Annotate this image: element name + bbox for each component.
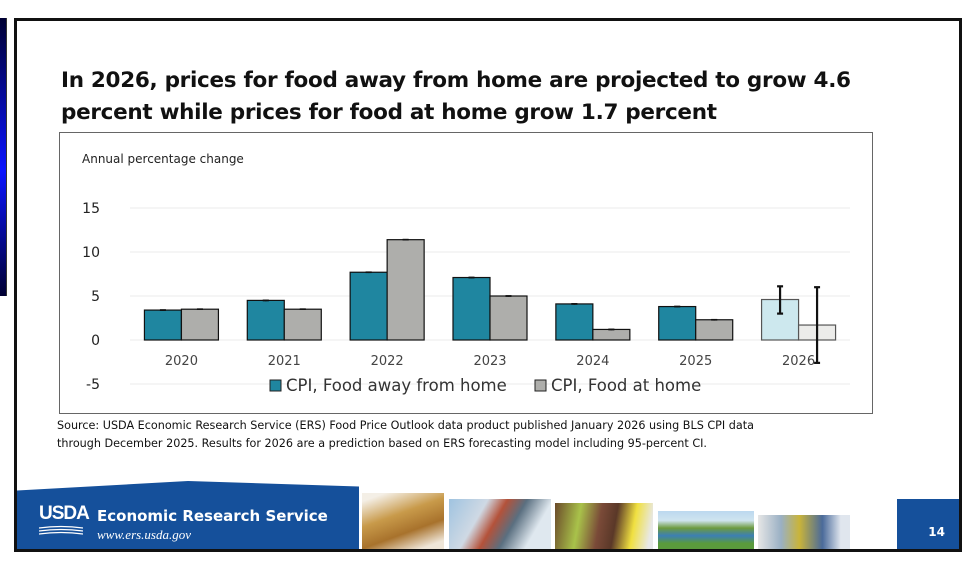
ers-org-name: Economic Research Service xyxy=(97,507,328,525)
bar-food-at-home-2020 xyxy=(180,308,220,341)
usda-logo: USDA xyxy=(39,503,90,524)
x-tick-label-2023: 2023 xyxy=(473,354,506,369)
grocery-shopper-photo xyxy=(555,503,653,549)
cargo-ship-photo xyxy=(449,499,551,549)
legend-label-food-away-from-home: CPI, Food away from home xyxy=(286,376,507,395)
small-town-photo xyxy=(758,515,850,549)
y-tick-label: -5 xyxy=(86,377,100,393)
bar-food-away-from-home-2021 xyxy=(246,299,285,341)
chart-container: Annual percentage change 15 10 5 0 -5 2020 2021… xyxy=(59,132,873,414)
usda-logo-waves-icon xyxy=(39,525,83,535)
bar-food-away-from-home-2024 xyxy=(555,303,594,341)
x-tick-label-2021: 2021 xyxy=(268,354,301,369)
y-tick-label: 10 xyxy=(82,245,100,261)
left-edge-strip xyxy=(0,18,7,296)
bar-food-at-home-2021 xyxy=(283,308,322,341)
wetland-photo xyxy=(658,511,754,549)
bar-food-at-home-2022 xyxy=(386,239,425,341)
ers-banner: USDA Economic Research Service www.ers.u… xyxy=(17,481,359,549)
x-tick-label-2026: 2026 xyxy=(782,354,815,369)
bar-food-at-home-2024 xyxy=(592,328,631,341)
ers-url: www.ers.usda.gov xyxy=(97,527,192,542)
x-tick-label-2024: 2024 xyxy=(576,354,609,369)
legend-label-food-at-home: CPI, Food at home xyxy=(551,376,701,395)
page-number: 14 xyxy=(928,525,945,539)
y-axis-label: Annual percentage change xyxy=(82,152,244,166)
slide-title: In 2026, prices for food away from home … xyxy=(61,68,851,125)
bar-food-away-from-home-2022 xyxy=(349,271,388,341)
page-number-box: 14 xyxy=(897,499,959,549)
x-tick-label-2020: 2020 xyxy=(165,354,198,369)
y-tick-label: 0 xyxy=(91,333,100,349)
wheat-photo xyxy=(362,493,444,549)
bar-food-at-home-2023 xyxy=(489,295,528,341)
x-tick-label-2022: 2022 xyxy=(371,354,404,369)
y-tick-label: 5 xyxy=(91,289,100,305)
bar-food-away-from-home-2025 xyxy=(658,305,697,341)
source-note: Source: USDA Economic Research Service (… xyxy=(57,417,917,453)
legend-swatch-food-at-home xyxy=(534,379,547,392)
source-line-1: Source: USDA Economic Research Service (… xyxy=(57,419,754,432)
legend-swatch-food-away-from-home xyxy=(269,379,282,392)
slide: In 2026, prices for food away from home … xyxy=(14,18,962,552)
bar-food-away-from-home-2020 xyxy=(143,309,183,341)
bar-chart: Annual percentage change 15 10 5 0 -5 2020 2021… xyxy=(82,152,850,395)
x-tick-label-2025: 2025 xyxy=(679,354,712,369)
y-tick-label: 15 xyxy=(82,201,100,217)
bar-food-at-home-2025 xyxy=(695,319,734,341)
source-line-2: through December 2025. Results for 2026 … xyxy=(57,437,707,450)
footer-banner: USDA Economic Research Service www.ers.u… xyxy=(17,481,959,549)
bar-food-away-from-home-2023 xyxy=(452,276,491,341)
